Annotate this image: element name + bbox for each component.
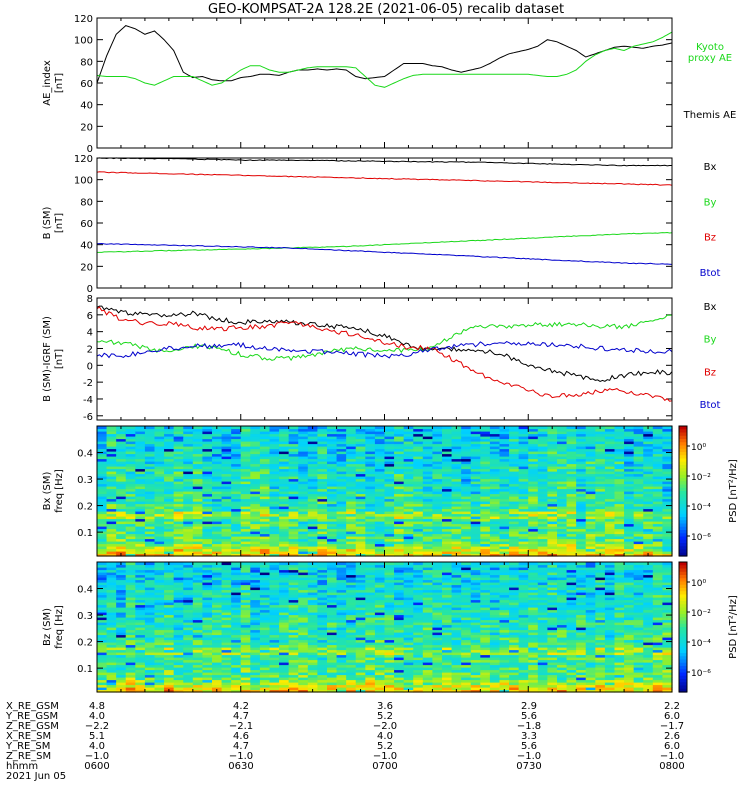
panel-frame-db [97, 298, 672, 420]
legend-b-by-0: By [704, 197, 717, 208]
ytick-label-ae-20: 20 [80, 122, 93, 133]
colorbar-tick-label-spec1-2: 10⁻⁴ [691, 503, 711, 513]
series-b-btot [97, 244, 672, 265]
ytick-label-db--6: -6 [83, 412, 93, 423]
series-db-by [97, 315, 672, 360]
ytick-label-db-0: 0 [87, 361, 93, 372]
ytick-label-b-100: 100 [74, 176, 93, 187]
ylabel-spec1-1: freq [Hz] [54, 469, 65, 513]
panel-frame-ae [97, 18, 672, 148]
legend-ae-themis-ae-0: Themis AE [683, 110, 737, 121]
ylabel-ae-1: [nT] [54, 73, 65, 93]
ylabel-db-0: B (SM)-IGRF (SM) [42, 316, 53, 402]
panel-db: B (SM)-IGRF (SM)[nT] -6 -4 -2 0 2 4 6 8 Bx By Bz Bto… [42, 294, 720, 423]
ytick-label-b-40: 40 [80, 241, 93, 252]
ylabel-ae-0: AE_index [42, 60, 53, 106]
ytick-label-b-60: 60 [80, 219, 93, 230]
series-b-by [97, 233, 672, 253]
ytick-label-db-4: 4 [87, 328, 93, 339]
panel-spec1: Bx (SM)freq [Hz] 0.1 0.2 0.3 0.4 10⁰ 10⁻² 10⁻⁴ 1… [42, 426, 739, 557]
ytick-label-spec1-0.2: 0.2 [77, 502, 93, 513]
series-db-bz [97, 307, 672, 401]
ylabel-spec1-0: Bx (SM) [42, 472, 53, 511]
ytick-label-ae-40: 40 [80, 101, 93, 112]
ylabel-spec2-1: freq [Hz] [54, 605, 65, 649]
figure-title: GEO-KOMPSAT-2A 128.2E (2021-06-05) recal… [208, 2, 564, 17]
ytick-label-b-20: 20 [80, 262, 93, 273]
series-b-bz [97, 172, 672, 185]
panel-frame-b [97, 158, 672, 288]
series-ae-kyoto-proxy-ae [97, 32, 672, 87]
series-db-bx [97, 306, 672, 381]
ytick-label-b-120: 120 [74, 154, 93, 165]
colorbar-tick-label-spec1-3: 10⁻⁶ [691, 533, 711, 543]
legend-ae-kyoto-proxy-ae-0: Kyoto [696, 42, 724, 53]
legend-db-bx-0: Bx [704, 302, 717, 313]
ytick-label-spec1-0.1: 0.1 [77, 528, 93, 539]
legend-db-bz-0: Bz [704, 367, 716, 378]
ytick-label-ae-120: 120 [74, 14, 93, 25]
colorbar-tick-label-spec1-0: 10⁰ [691, 443, 706, 453]
legend-db-by-0: By [704, 335, 717, 346]
ytick-label-db--4: -4 [83, 395, 93, 406]
ytick-label-spec1-0.4: 0.4 [77, 449, 93, 460]
legend-b-bx-0: Bx [704, 162, 717, 173]
ytick-label-ae-80: 80 [80, 57, 93, 68]
ylabel-b-1: [nT] [54, 213, 65, 233]
ytick-label-ae-100: 100 [74, 36, 93, 47]
ytick-label-ae-60: 60 [80, 79, 93, 90]
ylabel-b-0: B (SM) [42, 206, 53, 239]
legend-b-bz-0: Bz [704, 233, 716, 244]
ytick-label-db-2: 2 [87, 344, 93, 355]
legend-db-btot-0: Btot [700, 400, 721, 411]
panel-spec2: Bz (SM)freq [Hz]0.10.20.30.410⁰10⁻²10⁻⁴1… [42, 562, 739, 693]
colorbar-tick-label-spec1-1: 10⁻² [691, 473, 711, 483]
ytick-label-db-8: 8 [87, 294, 93, 305]
ytick-label-db--2: -2 [83, 378, 93, 389]
ytick-label-db-6: 6 [87, 311, 93, 322]
ylabel-spec2-0: Bz (SM) [42, 608, 53, 646]
ytick-label-b-80: 80 [80, 197, 93, 208]
ytick-label-spec1-0.3: 0.3 [77, 475, 93, 486]
ylabel-db-1: [nT] [54, 349, 65, 369]
series-ae-themis-ae [97, 26, 672, 83]
legend-b-btot-0: Btot [700, 268, 721, 279]
legend-ae-kyoto-proxy-ae-1: proxy AE [688, 53, 732, 64]
colorbar-label-spec1: PSD [nT²/Hz] [728, 459, 739, 523]
